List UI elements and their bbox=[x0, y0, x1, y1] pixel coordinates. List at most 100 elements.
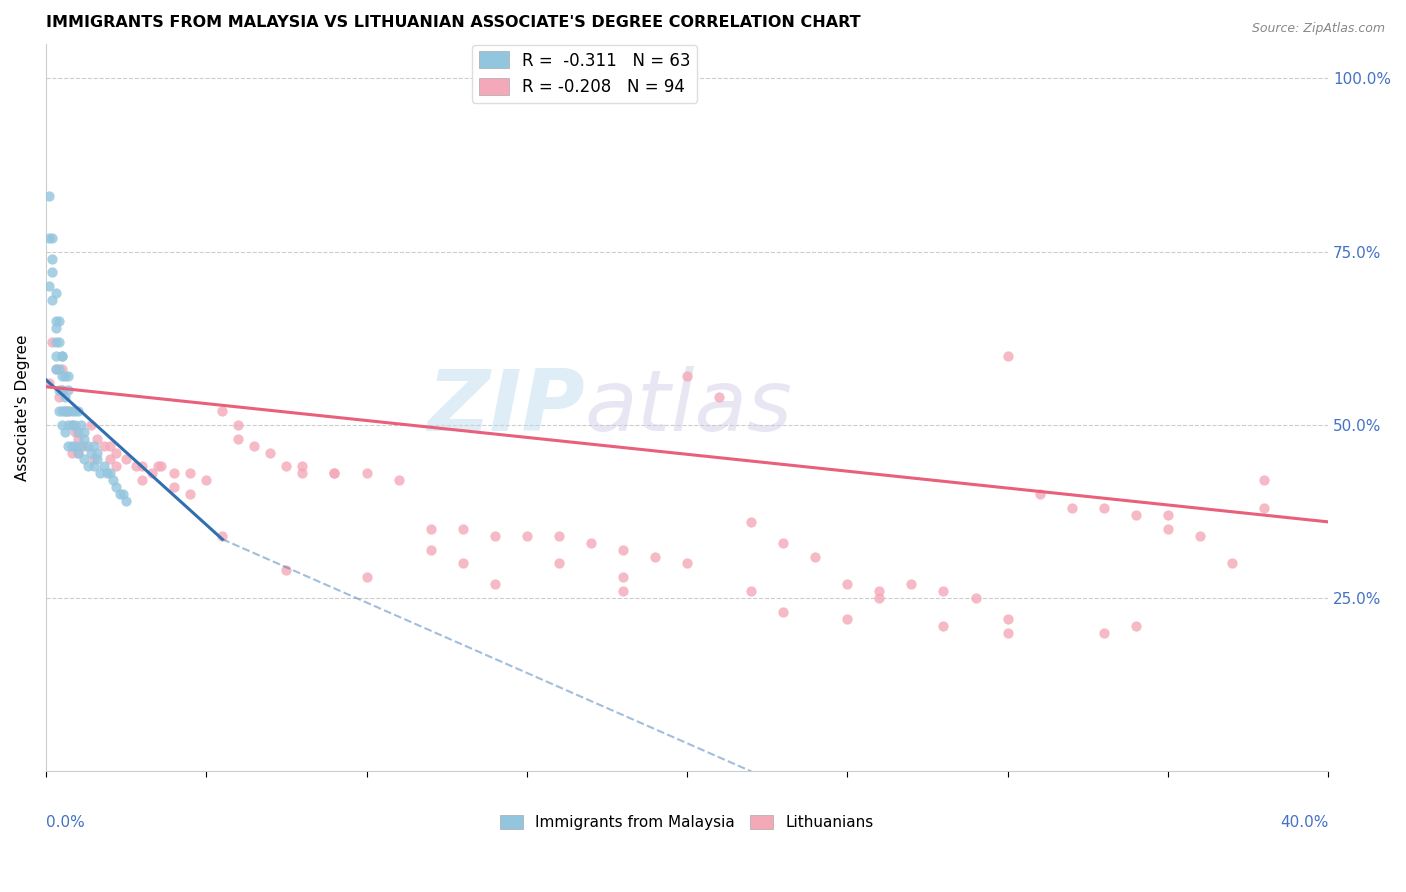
Point bbox=[115, 494, 138, 508]
Point bbox=[53, 369, 76, 384]
Point bbox=[276, 459, 298, 474]
Point bbox=[45, 314, 67, 328]
Point bbox=[66, 425, 89, 439]
Point bbox=[644, 549, 666, 564]
Point bbox=[868, 584, 890, 599]
Point bbox=[103, 473, 125, 487]
Point bbox=[612, 542, 634, 557]
Point bbox=[63, 404, 86, 418]
Point bbox=[131, 459, 153, 474]
Point bbox=[66, 445, 89, 459]
Point bbox=[108, 487, 131, 501]
Point bbox=[60, 445, 83, 459]
Point bbox=[179, 487, 201, 501]
Point bbox=[96, 467, 118, 481]
Point bbox=[58, 404, 80, 418]
Text: IMMIGRANTS FROM MALAYSIA VS LITHUANIAN ASSOCIATE'S DEGREE CORRELATION CHART: IMMIGRANTS FROM MALAYSIA VS LITHUANIAN A… bbox=[46, 15, 860, 30]
Point bbox=[115, 452, 138, 467]
Point bbox=[38, 279, 60, 293]
Point bbox=[41, 293, 63, 307]
Point bbox=[612, 584, 634, 599]
Point bbox=[83, 452, 105, 467]
Point bbox=[291, 459, 314, 474]
Point bbox=[1157, 522, 1180, 536]
Point bbox=[419, 522, 441, 536]
Point bbox=[579, 535, 602, 549]
Point bbox=[58, 439, 80, 453]
Point bbox=[53, 390, 76, 404]
Point bbox=[53, 425, 76, 439]
Point bbox=[356, 570, 378, 584]
Point bbox=[997, 349, 1019, 363]
Point bbox=[1157, 508, 1180, 522]
Point bbox=[291, 467, 314, 481]
Point bbox=[48, 314, 70, 328]
Point bbox=[51, 383, 73, 397]
Point bbox=[837, 612, 859, 626]
Point bbox=[86, 452, 108, 467]
Point bbox=[73, 425, 96, 439]
Y-axis label: Associate's Degree: Associate's Degree bbox=[15, 334, 30, 481]
Point bbox=[98, 467, 121, 481]
Point bbox=[60, 417, 83, 432]
Point bbox=[45, 334, 67, 349]
Point bbox=[41, 252, 63, 266]
Point bbox=[740, 515, 762, 529]
Point bbox=[676, 369, 699, 384]
Point bbox=[125, 459, 148, 474]
Point bbox=[772, 605, 794, 619]
Point bbox=[51, 349, 73, 363]
Point bbox=[211, 529, 233, 543]
Point bbox=[226, 432, 249, 446]
Point bbox=[484, 529, 506, 543]
Point bbox=[419, 542, 441, 557]
Point bbox=[45, 362, 67, 376]
Point bbox=[547, 529, 569, 543]
Point bbox=[276, 563, 298, 577]
Point bbox=[1125, 619, 1147, 633]
Point bbox=[41, 265, 63, 279]
Point bbox=[93, 459, 115, 474]
Point bbox=[804, 549, 827, 564]
Point bbox=[48, 334, 70, 349]
Point bbox=[66, 445, 89, 459]
Point bbox=[58, 404, 80, 418]
Point bbox=[547, 557, 569, 571]
Point bbox=[98, 439, 121, 453]
Point bbox=[323, 467, 346, 481]
Point bbox=[45, 362, 67, 376]
Point bbox=[60, 404, 83, 418]
Point bbox=[51, 369, 73, 384]
Point bbox=[150, 459, 173, 474]
Point bbox=[51, 404, 73, 418]
Point bbox=[93, 439, 115, 453]
Point bbox=[131, 473, 153, 487]
Point bbox=[58, 369, 80, 384]
Point bbox=[1092, 501, 1115, 516]
Point bbox=[86, 445, 108, 459]
Point bbox=[58, 383, 80, 397]
Point bbox=[38, 189, 60, 203]
Point bbox=[63, 439, 86, 453]
Point bbox=[516, 529, 538, 543]
Point bbox=[51, 417, 73, 432]
Point bbox=[53, 404, 76, 418]
Point bbox=[83, 439, 105, 453]
Point bbox=[70, 417, 93, 432]
Point bbox=[772, 535, 794, 549]
Point bbox=[111, 487, 134, 501]
Point bbox=[1060, 501, 1083, 516]
Point bbox=[1188, 529, 1211, 543]
Point bbox=[58, 417, 80, 432]
Point bbox=[51, 349, 73, 363]
Point bbox=[965, 591, 987, 606]
Point bbox=[70, 439, 93, 453]
Point bbox=[707, 390, 730, 404]
Point bbox=[141, 467, 163, 481]
Point bbox=[38, 376, 60, 391]
Point bbox=[868, 591, 890, 606]
Text: atlas: atlas bbox=[585, 366, 793, 449]
Point bbox=[51, 383, 73, 397]
Point bbox=[323, 467, 346, 481]
Point bbox=[60, 417, 83, 432]
